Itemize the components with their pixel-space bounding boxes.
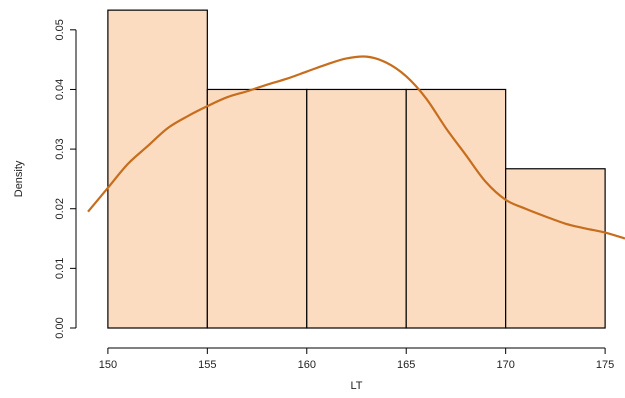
x-tick-label: 155 bbox=[198, 359, 216, 371]
histogram-bar-3 bbox=[306, 88, 407, 329]
x-axis-title: LT bbox=[350, 380, 362, 392]
y-tick-label: 0.02 bbox=[54, 198, 66, 219]
x-tick-label: 150 bbox=[99, 359, 117, 371]
x-tick-label: 165 bbox=[397, 359, 415, 371]
histogram-bar-4 bbox=[405, 88, 507, 329]
x-tick-label: 170 bbox=[496, 359, 514, 371]
density-curve-layer bbox=[87, 55, 625, 240]
y-tick-label: 0.00 bbox=[54, 317, 66, 338]
y-tick-label: 0.05 bbox=[54, 19, 66, 40]
bars-layer bbox=[107, 9, 606, 329]
x-tick-label: 160 bbox=[298, 359, 316, 371]
y-tick-label: 0.04 bbox=[54, 79, 66, 100]
x-tick-label: 175 bbox=[596, 359, 614, 371]
density-curve bbox=[87, 55, 625, 240]
y-tick-label: 0.03 bbox=[54, 138, 66, 159]
y-axis-title: Density bbox=[13, 160, 25, 197]
histogram-bar-5 bbox=[505, 168, 606, 329]
axes-layer: 150 155 160 165 170 175 0.00 0.01 0.02 0.03 0.04 0.… bbox=[54, 19, 614, 371]
histogram-bar-2 bbox=[206, 88, 308, 329]
y-tick-label: 0.01 bbox=[54, 258, 66, 279]
